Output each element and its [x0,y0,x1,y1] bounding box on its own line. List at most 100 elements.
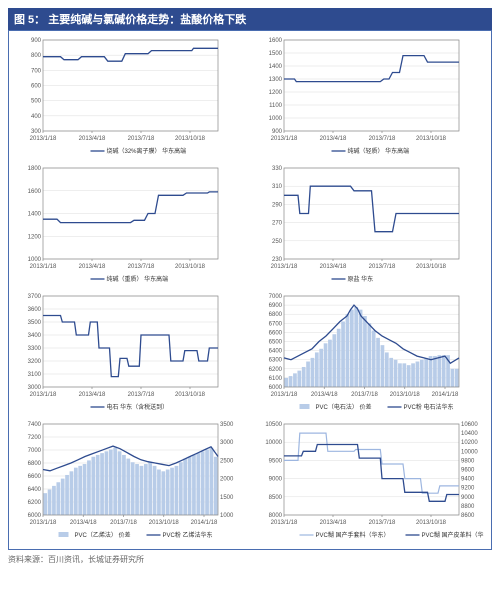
svg-text:烧碱（32%离子膜） 华东高端: 烧碱（32%离子膜） 华东高端 [107,147,187,155]
svg-text:3200: 3200 [28,359,42,365]
svg-text:1200: 1200 [28,234,42,240]
svg-text:8000: 8000 [269,513,283,519]
svg-text:6400: 6400 [28,487,42,493]
svg-text:9800: 9800 [461,458,475,464]
svg-text:1600: 1600 [269,38,283,44]
svg-text:310: 310 [272,184,283,190]
svg-text:7200: 7200 [28,435,42,441]
svg-text:1600: 1600 [28,189,42,195]
svg-text:2013/10/18: 2013/10/18 [416,136,447,142]
svg-text:250: 250 [272,239,283,245]
svg-text:2013/7/18: 2013/7/18 [110,520,137,526]
svg-text:6800: 6800 [28,461,42,467]
svg-text:3500: 3500 [28,320,42,326]
svg-text:2013/1/18: 2013/1/18 [30,136,57,142]
svg-text:6900: 6900 [269,303,283,309]
svg-text:7400: 7400 [28,422,42,428]
chart-c5: 300031003200330034003500360037002013/1/1… [13,291,243,413]
svg-text:6500: 6500 [269,340,283,346]
svg-text:290: 290 [272,202,283,208]
chart-cell: 300031003200330034003500360037002013/1/1… [13,291,246,413]
svg-text:6200: 6200 [269,367,283,373]
svg-text:6800: 6800 [269,312,283,318]
source-note: 资料来源：百川资讯，长城证券研究所 [8,554,492,565]
svg-text:1000: 1000 [220,513,234,519]
svg-text:400: 400 [31,114,42,120]
svg-text:330: 330 [272,166,283,172]
svg-text:2013/1/18: 2013/1/18 [30,392,57,398]
svg-text:600: 600 [31,84,42,90]
svg-text:300: 300 [31,129,42,135]
svg-text:9200: 9200 [461,486,475,492]
svg-text:2013/4/18: 2013/4/18 [320,136,347,142]
chart-cell: 6000610062006300640065006600670068006900… [254,291,487,413]
svg-text:2013/1/18: 2013/1/18 [271,264,298,270]
svg-text:6000: 6000 [269,385,283,391]
svg-text:1000: 1000 [269,116,283,122]
svg-text:2013/4/18: 2013/4/18 [311,392,338,398]
figure-header: 图 5： 主要纯碱与氯碱价格走势：盐酸价格下跌 [8,8,492,30]
svg-text:1500: 1500 [269,51,283,57]
chart-c3: 100012001400160018002013/1/182013/4/1820… [13,163,243,285]
svg-text:800: 800 [31,53,42,59]
svg-text:10200: 10200 [461,440,478,446]
svg-text:10400: 10400 [461,431,478,437]
svg-text:1300: 1300 [269,77,283,83]
svg-text:1200: 1200 [269,90,283,96]
svg-text:500: 500 [31,99,42,105]
svg-text:2013/4/18: 2013/4/18 [79,392,106,398]
chart-c8: 8000850090009500100001050086008800900092… [254,419,484,541]
chart-c2: 90010001100120013001400150016002013/1/18… [254,35,484,157]
svg-text:2500: 2500 [220,458,234,464]
svg-text:纯碱（轻质） 华东高端: 纯碱（轻质） 华东高端 [348,147,410,155]
chart-c1: 3004005006007008009002013/1/182013/4/182… [13,35,243,157]
svg-text:6700: 6700 [269,321,283,327]
svg-text:8600: 8600 [461,513,475,519]
svg-text:1100: 1100 [269,103,283,109]
svg-text:3000: 3000 [220,440,234,446]
svg-text:270: 270 [272,221,283,227]
svg-text:3500: 3500 [220,422,234,428]
chart-cell: 100012001400160018002013/1/182013/4/1820… [13,163,246,285]
svg-text:3300: 3300 [28,346,42,352]
chart-c7: 6000620064006600680070007200740010001500… [13,419,243,541]
svg-text:900: 900 [272,129,283,135]
svg-text:1800: 1800 [28,166,42,172]
svg-text:2013/7/18: 2013/7/18 [128,392,155,398]
svg-text:电石 华东（含税送到）: 电石 华东（含税送到） [107,403,169,411]
svg-text:2013/10/18: 2013/10/18 [416,520,447,526]
svg-text:3000: 3000 [28,385,42,391]
svg-text:1000: 1000 [28,257,42,263]
svg-text:9000: 9000 [269,477,283,483]
svg-text:700: 700 [31,68,42,74]
svg-text:2013/4/18: 2013/4/18 [79,264,106,270]
svg-text:2013/7/18: 2013/7/18 [351,392,378,398]
svg-text:2013/10/18: 2013/10/18 [175,392,206,398]
chart-panel: 3004005006007008009002013/1/182013/4/182… [8,30,492,550]
svg-text:2013/10/18: 2013/10/18 [175,136,206,142]
svg-text:2013/7/18: 2013/7/18 [369,136,396,142]
svg-text:PVC粉 电石法华东: PVC粉 电石法华东 [404,403,454,411]
figure-title: 主要纯碱与氯碱价格走势：盐酸价格下跌 [48,14,246,26]
svg-text:8800: 8800 [461,504,475,510]
svg-text:9000: 9000 [461,495,475,501]
svg-text:2013/1/18: 2013/1/18 [30,264,57,270]
svg-text:PVC糊 国产皮革料（华东）: PVC糊 国产皮革料（华东） [422,531,485,539]
chart-cell: 90010001100120013001400150016002013/1/18… [254,35,487,157]
svg-text:2000: 2000 [220,477,234,483]
svg-text:2013/1/18: 2013/1/18 [271,392,298,398]
chart-c6: 6000610062006300640065006600670068006900… [254,291,484,413]
svg-text:3400: 3400 [28,333,42,339]
svg-text:10600: 10600 [461,422,478,428]
svg-text:8500: 8500 [269,495,283,501]
svg-text:2013/7/18: 2013/7/18 [369,264,396,270]
svg-text:2013/4/18: 2013/4/18 [320,520,347,526]
svg-text:2013/1/18: 2013/1/18 [271,136,298,142]
svg-text:2013/10/18: 2013/10/18 [416,264,447,270]
chart-cell: 6000620064006600680070007200740010001500… [13,419,246,541]
svg-text:2013/10/18: 2013/10/18 [390,392,421,398]
chart-cell: 3004005006007008009002013/1/182013/4/182… [13,35,246,157]
svg-text:6600: 6600 [28,474,42,480]
figure-label: 图 5： [14,14,45,26]
chart-grid: 3004005006007008009002013/1/182013/4/182… [13,35,487,541]
